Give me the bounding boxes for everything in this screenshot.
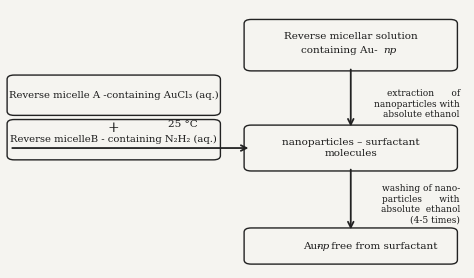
FancyBboxPatch shape [7,120,220,160]
Text: free from surfactant: free from surfactant [328,242,438,250]
Text: Reverse micelleB - containing N₂H₂ (aq.): Reverse micelleB - containing N₂H₂ (aq.) [10,135,217,144]
FancyBboxPatch shape [244,228,457,264]
Text: containing Au-: containing Au- [301,46,377,55]
Text: Reverse micellar solution: Reverse micellar solution [284,32,418,41]
Text: +: + [108,121,119,135]
Text: extraction      of
nanoparticles with
absolute ethanol: extraction of nanoparticles with absolut… [374,89,460,119]
FancyBboxPatch shape [244,19,457,71]
FancyBboxPatch shape [244,125,457,171]
Text: 25 °C: 25 °C [168,120,197,129]
FancyBboxPatch shape [7,75,220,115]
Text: washing of nano-
particles      with
absolute  ethanol
(4-5 times): washing of nano- particles with absolute… [381,184,460,224]
Text: np: np [317,242,330,250]
Text: Reverse micelle A -containing AuCl₃ (aq.): Reverse micelle A -containing AuCl₃ (aq.… [9,91,219,100]
Text: nanoparticles – surfactant
molecules: nanoparticles – surfactant molecules [282,138,419,158]
Text: Au-: Au- [303,242,321,250]
Text: np: np [383,46,396,55]
